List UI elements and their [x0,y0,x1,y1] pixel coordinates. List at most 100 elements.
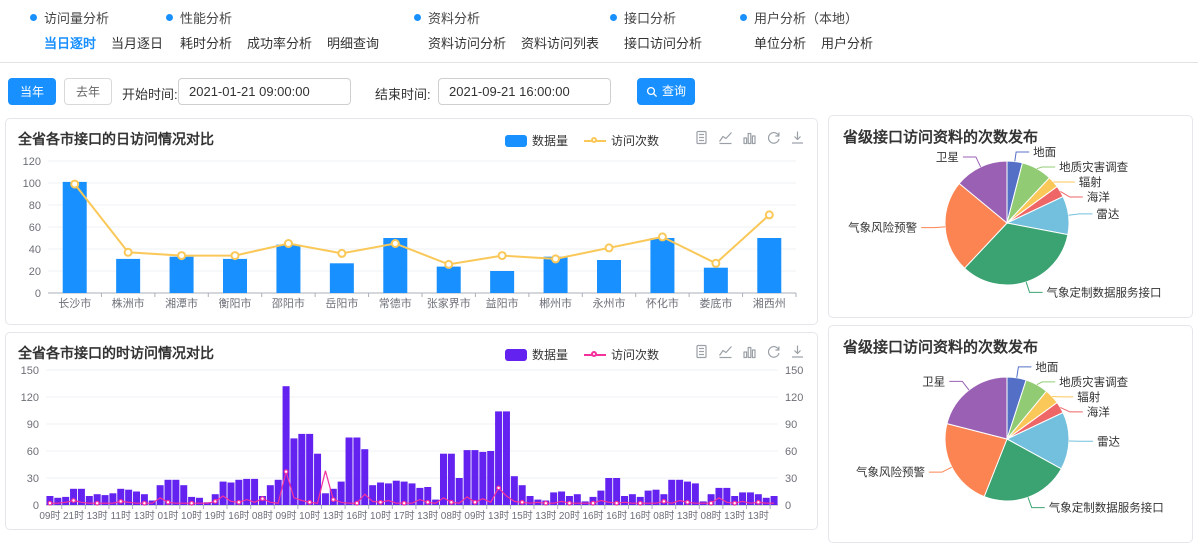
chart-title: 全省各市接口的时访问情况对比 [18,345,214,361]
svg-text:11时: 11时 [111,510,131,522]
nav-divider [0,62,1198,63]
chart-title: 全省各市接口的日访问情况对比 [18,131,214,147]
svg-text:150: 150 [785,365,803,377]
nav-item[interactable]: 当日逐时 [44,36,97,51]
nav-item[interactable]: 当月逐日 [111,36,164,51]
legend-bar-label: 数据量 [531,348,568,362]
svg-text:地质灾害调查: 地质灾害调查 [1059,160,1128,174]
end-time-label: 结束时间: [375,87,431,102]
legend-item-line[interactable]: 访问次数 [583,132,659,149]
restore-icon[interactable] [766,344,781,359]
svg-text:卫星: 卫星 [922,375,945,388]
end-time-input[interactable] [438,78,611,105]
search-icon [646,86,658,97]
search-button-label: 查询 [661,84,686,98]
nav-item[interactable]: 接口访问分析 [624,36,703,51]
svg-text:20时: 20时 [559,510,580,522]
svg-text:13时: 13时 [134,510,155,522]
svg-text:60: 60 [785,446,797,458]
nav-item[interactable]: 明细查询 [327,36,380,51]
nav-section-title: 接口分析 [624,11,677,26]
svg-text:气象定制数据服务接口: 气象定制数据服务接口 [1049,501,1164,515]
panel-province-pie-top: 省级接口访问资料的次数发布 地面 地质灾害调查 辐射 海洋 雷达 气象定制数据服务接口 卫星… [828,115,1193,318]
svg-text:150: 150 [21,365,39,377]
chart-title: 省级接口访问资料的次数发布 [843,339,1039,356]
bullet-icon [414,14,421,21]
nav-item[interactable]: 资料访问列表 [521,36,600,51]
data-view-icon[interactable] [694,344,709,359]
svg-text:60: 60 [27,446,39,458]
svg-text:株洲市: 株洲市 [112,296,145,310]
download-icon[interactable] [790,130,805,145]
svg-text:60: 60 [29,222,41,234]
bar-chart-icon[interactable] [742,130,757,145]
line-chart-icon[interactable] [718,130,733,145]
svg-text:0: 0 [33,500,39,512]
svg-text:地面: 地面 [1035,361,1058,374]
svg-text:湘西州: 湘西州 [753,296,786,310]
this-year-button[interactable]: 当年 [8,78,56,105]
svg-text:100: 100 [23,178,41,190]
chart-legend: 数据量 访问次数 [504,346,659,363]
svg-text:20: 20 [29,266,41,278]
svg-text:雷达: 雷达 [1096,207,1120,221]
panel-province-pie-bottom: 省级接口访问资料的次数发布 地面 地质灾害调查 辐射 海洋 雷达 气象定制数据服务接口 卫星… [828,325,1193,543]
svg-text:张家界市: 张家界市 [427,296,471,310]
svg-text:0: 0 [785,500,791,512]
legend-bar-swatch [504,134,527,147]
svg-text:30: 30 [27,473,39,485]
bar-chart-icon[interactable] [742,344,757,359]
data-view-icon[interactable] [694,130,709,145]
chart-title: 省级接口访问资料的次数发布 [843,129,1039,146]
bullet-icon [610,14,617,21]
svg-text:地面: 地面 [1033,146,1056,159]
svg-text:90: 90 [785,419,797,431]
line-chart-icon[interactable] [718,344,733,359]
nav-item[interactable]: 耗时分析 [180,36,233,51]
svg-text:08时: 08时 [653,510,674,522]
svg-text:10时: 10时 [181,510,202,522]
svg-text:0: 0 [35,288,41,300]
svg-text:19时: 19时 [205,510,226,522]
legend-line-label: 访问次数 [610,134,659,148]
search-button[interactable]: 查询 [637,78,695,105]
svg-text:娄底市: 娄底市 [699,296,732,310]
svg-text:09时: 09时 [276,510,297,522]
svg-text:衡阳市: 衡阳市 [219,296,252,310]
start-time-input[interactable] [178,78,351,105]
svg-text:卫星: 卫星 [936,151,959,164]
nav-item[interactable]: 成功率分析 [247,36,313,51]
nav-item[interactable]: 单位分析 [754,36,807,51]
nav-item[interactable]: 用户分析 [821,36,874,51]
svg-text:岳阳市: 岳阳市 [325,296,358,310]
svg-text:气象定制数据服务接口: 气象定制数据服务接口 [1047,285,1162,299]
legend-bar-label: 数据量 [531,134,568,148]
nav-section-title: 资料分析 [428,11,481,26]
svg-text:13时: 13时 [488,510,509,522]
download-icon[interactable] [790,344,805,359]
restore-icon[interactable] [766,130,781,145]
chart-legend: 数据量 访问次数 [504,132,659,149]
nav-section: 性能分析 耗时分析 成功率分析 明细查询 [166,8,379,52]
nav-item[interactable]: 资料访问分析 [428,36,507,51]
nav-section-title: 访问量分析 [44,11,110,26]
svg-text:08时: 08时 [441,510,462,522]
daily-bar-line-chart[interactable]: 0 20 40 60 80 100 120 长沙市 株洲市 湘潭市 衡阳市 邵阳市 岳阳市 常德市 张家界市… [6,147,819,323]
svg-text:13时: 13时 [748,510,769,522]
svg-text:21时: 21时 [63,510,84,522]
legend-item-line[interactable]: 访问次数 [583,346,659,363]
legend-line-swatch [583,136,606,143]
last-year-button[interactable]: 去年 [64,78,112,105]
svg-text:16时: 16时 [228,510,249,522]
legend-line-swatch [583,350,606,357]
svg-text:30: 30 [785,473,797,485]
legend-item-bar[interactable]: 数据量 [504,346,568,363]
svg-text:海洋: 海洋 [1087,405,1110,419]
legend-item-bar[interactable]: 数据量 [504,132,568,149]
start-time-label: 开始时间: [122,87,178,102]
svg-text:13时: 13时 [535,510,556,522]
bullet-icon [740,14,747,21]
